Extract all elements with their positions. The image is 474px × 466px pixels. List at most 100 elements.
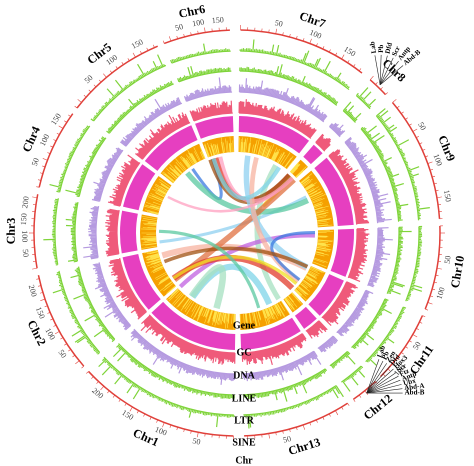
track <box>105 208 120 257</box>
track <box>107 154 141 207</box>
axis-tick <box>316 419 318 423</box>
axis-tick <box>422 148 426 151</box>
gene-pointer <box>379 60 399 86</box>
gene-density <box>204 136 234 158</box>
gene-density <box>238 137 294 170</box>
track <box>360 125 409 222</box>
axis-tick <box>58 125 64 129</box>
axis-tick <box>435 189 439 192</box>
chromosome-axis <box>33 194 39 269</box>
axis-tick <box>109 70 113 74</box>
tick-label: 150 <box>49 112 63 127</box>
track <box>315 133 332 152</box>
gene-density <box>284 292 303 311</box>
tick-label: 50 <box>30 157 41 168</box>
axis-tick <box>432 288 436 291</box>
chromosome-axis <box>240 29 363 74</box>
gene-density <box>144 249 177 294</box>
axis-tick <box>429 169 434 171</box>
axis-tick <box>422 315 426 318</box>
axis-tick <box>47 152 51 154</box>
axis-tick <box>405 117 408 120</box>
axis-tick <box>132 52 136 58</box>
axis-tick <box>39 292 43 294</box>
axis-tick <box>44 305 48 308</box>
axis-tick <box>96 381 99 384</box>
axis-tick <box>341 406 344 410</box>
chromosome-axis <box>163 29 230 45</box>
axis-tick <box>396 357 400 361</box>
track <box>329 351 356 369</box>
axis-tick <box>358 394 362 398</box>
axis-tick <box>140 50 142 54</box>
chromosome-axis <box>37 275 85 367</box>
chromosome-axis <box>244 402 348 437</box>
tick-label: 50 <box>174 22 184 33</box>
track <box>119 97 183 147</box>
track <box>243 385 344 429</box>
track <box>177 66 232 83</box>
axis-tick <box>282 430 284 434</box>
axis-tick <box>60 337 64 340</box>
axis-tick <box>408 123 412 126</box>
axis-tick <box>419 321 423 324</box>
track <box>49 125 91 193</box>
axis-tick <box>190 430 192 434</box>
axis-tick <box>401 352 404 355</box>
gene-density <box>239 300 290 330</box>
track <box>90 54 167 122</box>
gc-track <box>238 116 310 154</box>
link <box>188 264 227 310</box>
axis-tick <box>419 142 423 145</box>
gene-label: Pb <box>377 44 385 53</box>
axis-tick <box>347 403 350 406</box>
axis-tick <box>392 99 397 103</box>
gene-label: Scr <box>390 45 402 58</box>
axis-tick <box>53 324 57 327</box>
gc-track <box>308 273 344 316</box>
axis-tick <box>364 390 369 395</box>
gc-track <box>151 301 236 350</box>
track <box>375 108 430 221</box>
tick-label: 200 <box>90 386 105 401</box>
chromosome-label: Chr6 <box>177 2 206 21</box>
track <box>347 227 370 283</box>
gene-track <box>142 249 177 297</box>
track-label: LINE <box>232 393 257 404</box>
axis-tick <box>396 105 400 109</box>
axis-tick <box>316 43 318 47</box>
axis-tick <box>39 172 43 174</box>
track-label: Chr <box>235 455 253 466</box>
tick-label: 150 <box>342 44 357 58</box>
gene-track <box>202 136 235 158</box>
track <box>405 225 423 302</box>
gene-density <box>166 288 236 330</box>
axis-tick <box>328 413 331 417</box>
axis-tick <box>75 360 80 365</box>
axis-tick <box>353 399 356 402</box>
axis-tick <box>347 60 350 63</box>
gene-pointer <box>379 54 382 85</box>
tick-label: 100 <box>431 153 444 167</box>
tick-label: 50 <box>274 18 284 28</box>
track <box>98 356 235 428</box>
gene-pointer <box>366 368 394 394</box>
gc-track <box>195 116 234 139</box>
axis-tick <box>309 422 312 426</box>
axis-tick <box>127 58 130 62</box>
axis-tick <box>190 32 192 36</box>
track <box>112 343 235 400</box>
axis-tick <box>416 136 420 138</box>
axis-tick <box>328 49 331 53</box>
axis-tick <box>37 285 41 287</box>
gene-pointer <box>366 372 397 394</box>
axis-tick <box>335 410 339 416</box>
track <box>130 328 236 385</box>
axis-tick <box>380 87 383 90</box>
axis-tick <box>162 422 165 428</box>
axis-tick <box>335 52 338 56</box>
axis-tick <box>412 128 418 132</box>
track-label: Gene <box>233 320 256 331</box>
axis-tick <box>50 318 54 321</box>
